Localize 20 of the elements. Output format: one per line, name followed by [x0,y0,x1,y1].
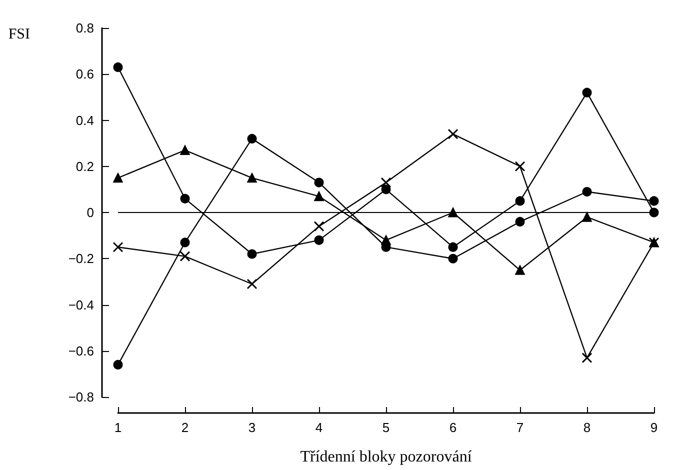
x-tick-label: 2 [181,420,189,435]
x-tick-label: 4 [315,420,323,435]
y-axis-title: FSI [8,26,30,42]
x-tick-label: 3 [248,420,256,435]
y-tick-label: 0.8 [76,20,94,36]
y-tick-label: 0.4 [76,112,94,128]
x-axis-title: Třídenní bloky pozorování [300,448,472,466]
x-tick-label: 9 [650,420,658,435]
y-tick-label: 0.6 [76,66,94,82]
x-tick-label: 7 [516,420,524,435]
y-tick-label: 0 [86,205,94,220]
x-tick-label: 8 [583,420,591,435]
y-tick-label: −0.4 [68,297,94,312]
x-tick-label: 6 [449,420,457,435]
y-tick-label: 0.2 [76,158,94,174]
x-tick-label: 1 [114,420,122,435]
x-tick-label: 5 [382,420,390,435]
y-tick-label: −0.8 [68,390,94,404]
y-tick-label: −0.6 [68,343,94,358]
y-tick-label: −0.2 [68,251,94,266]
